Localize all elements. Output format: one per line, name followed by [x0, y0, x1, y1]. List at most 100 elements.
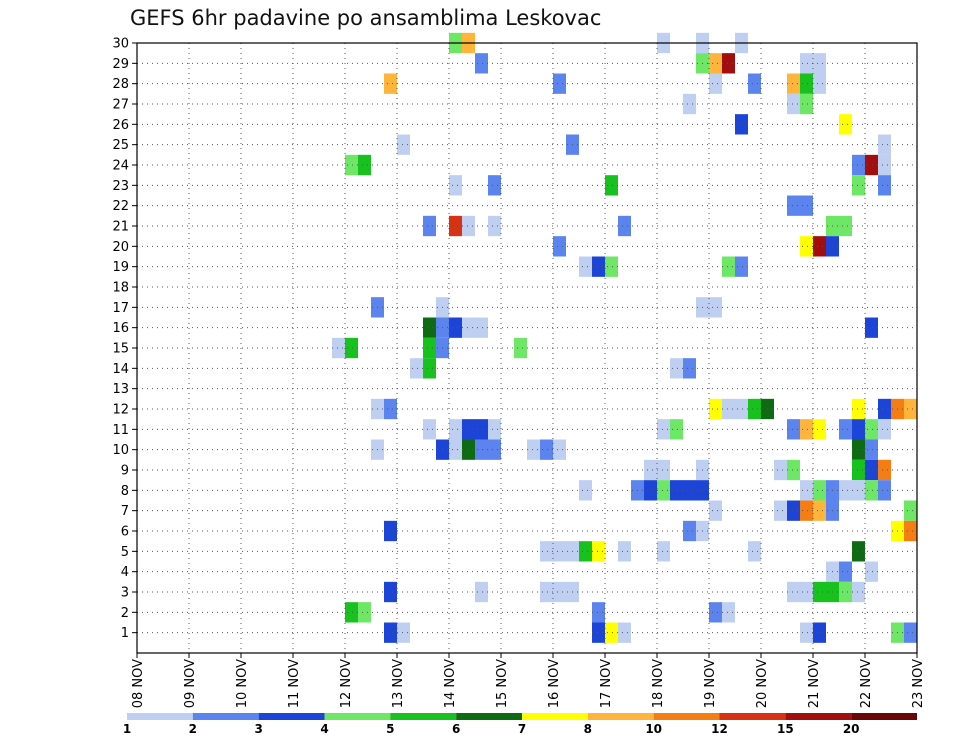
y-tick-label: 11 [112, 423, 129, 438]
heat-cell [748, 541, 761, 562]
heat-cell [852, 175, 865, 196]
heat-cell [462, 439, 475, 460]
heat-cell [592, 602, 605, 623]
heat-cell [774, 500, 787, 521]
x-tick-label: 21 NOV [807, 659, 822, 708]
y-tick-label: 4 [121, 565, 129, 580]
y-tick-label: 20 [112, 240, 129, 255]
heat-cell [644, 480, 657, 501]
heat-cell [878, 134, 891, 155]
heat-cell [475, 53, 488, 74]
heat-cell [449, 215, 462, 237]
heat-cell [553, 236, 566, 257]
y-tick-label: 17 [112, 301, 129, 316]
legend-label: 5 [386, 722, 394, 736]
heat-cell [475, 581, 488, 603]
heat-cell [358, 602, 371, 623]
heat-cell [800, 73, 813, 94]
heat-cell [358, 154, 371, 176]
legend-label: 6 [452, 722, 460, 736]
x-axis: 08 NOV 09 NOV 10 NOV 11 NOV 12 NOV 13 NOV 14 N… [131, 653, 926, 708]
heat-cell [592, 256, 605, 277]
heat-cell [800, 419, 813, 440]
y-tick-label: 13 [112, 382, 129, 397]
y-tick-label: 15 [112, 342, 129, 357]
legend-swatch [192, 713, 259, 720]
heat-cell [462, 317, 475, 338]
heat-cell [852, 398, 865, 420]
heat-cell [384, 73, 397, 94]
heat-cell [800, 236, 813, 257]
heat-cell [683, 480, 696, 501]
x-tick-label: 19 NOV [703, 659, 718, 708]
y-tick-label: 18 [112, 281, 129, 296]
y-tick-label: 12 [112, 403, 129, 418]
heat-cell [423, 215, 436, 237]
y-tick-label: 30 [112, 37, 129, 52]
heat-cell [475, 317, 488, 338]
heat-cell [878, 175, 891, 196]
legend-swatch [127, 713, 193, 720]
heat-cell [865, 439, 878, 460]
y-tick-label: 26 [112, 118, 129, 133]
heat-cell [683, 520, 696, 542]
heat-cell [605, 256, 618, 277]
heat-cell [423, 358, 436, 379]
heat-cell [722, 398, 735, 420]
heat-cell [904, 520, 917, 542]
heat-cell [852, 541, 865, 562]
heat-cell [787, 93, 800, 115]
heat-cell [397, 134, 410, 155]
heat-cell [527, 439, 540, 460]
legend-label: 7 [518, 722, 526, 736]
legend-label: 10 [645, 722, 662, 736]
x-tick-label: 10 NOV [235, 659, 250, 708]
heat-cell [657, 541, 670, 562]
heat-cell [878, 398, 891, 420]
heat-cell [800, 622, 813, 643]
y-tick-label: 27 [112, 98, 129, 113]
heat-cell [657, 419, 670, 440]
heat-cell [839, 480, 852, 501]
x-tick-label: 22 NOV [859, 659, 874, 708]
heat-cell [332, 337, 345, 359]
y-tick-label: 23 [112, 179, 129, 194]
heat-cell [800, 53, 813, 74]
x-tick-label: 17 NOV [599, 659, 614, 708]
heat-cell [813, 480, 826, 501]
heat-cell [722, 53, 735, 74]
heat-cell [748, 73, 761, 94]
heat-cell [384, 622, 397, 643]
heat-cell [787, 500, 800, 521]
heat-cell [852, 581, 865, 603]
heat-cell [618, 622, 631, 643]
y-axis: 1234567891011121314151617181920212223242… [112, 37, 137, 641]
legend-label: 15 [777, 722, 794, 736]
heat-cell [592, 622, 605, 643]
heat-cell [709, 53, 722, 74]
legend-swatch [719, 713, 786, 720]
y-tick-label: 1 [121, 626, 129, 641]
heat-cell [657, 480, 670, 501]
heat-cell [553, 581, 566, 603]
heat-cell [878, 480, 891, 501]
legend-swatch [324, 713, 391, 720]
heat-cell [709, 297, 722, 318]
heat-cell [618, 215, 631, 237]
heat-cell [709, 500, 722, 521]
heat-cell [449, 175, 462, 196]
legend-swatch [653, 713, 720, 720]
y-tick-label: 19 [112, 260, 129, 275]
heat-cell [579, 256, 592, 277]
heat-cell [865, 459, 878, 481]
x-tick-label: 09 NOV [183, 659, 198, 708]
heat-cell [345, 602, 358, 623]
heat-cell [735, 398, 748, 420]
x-tick-label: 12 NOV [339, 659, 354, 708]
heat-cell [800, 93, 813, 115]
heat-cell [488, 439, 501, 460]
heat-cell [878, 459, 891, 481]
heat-cell [397, 622, 410, 643]
y-tick-label: 16 [112, 321, 129, 336]
heat-cell [865, 561, 878, 582]
